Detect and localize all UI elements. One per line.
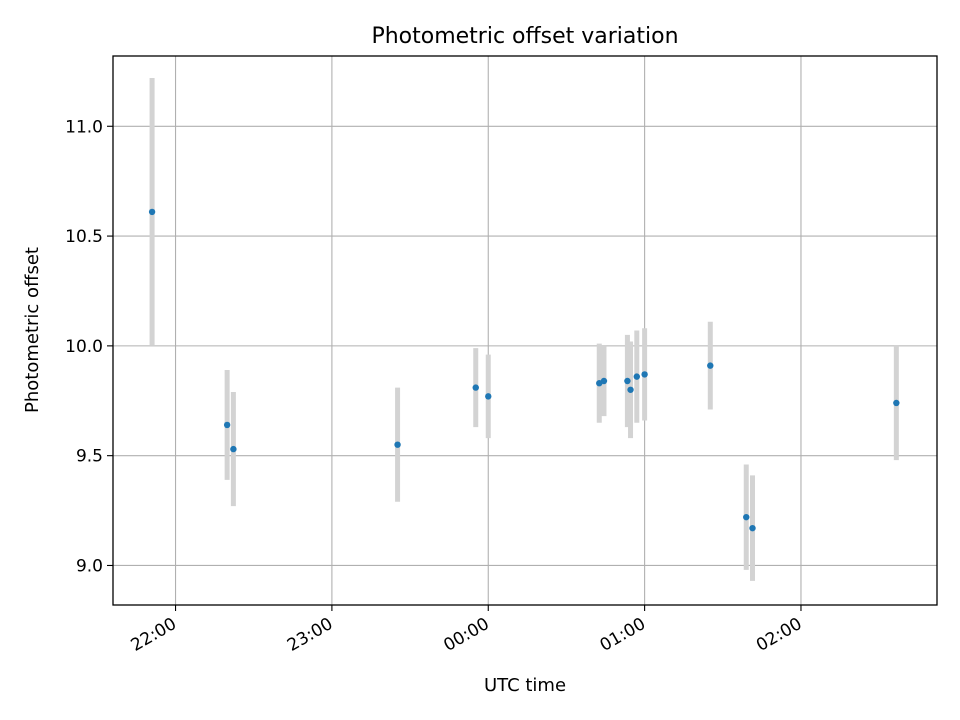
y-tick-label: 9.5	[76, 447, 103, 467]
data-point	[624, 377, 631, 385]
data-point	[749, 524, 756, 532]
x-tick-label: 23:00	[284, 614, 336, 656]
y-tick-label: 9.0	[76, 556, 103, 576]
y-axis-ticks: 9.0 9.5 10.0 10.5 11.0	[65, 117, 113, 576]
y-tick-label: 10.5	[65, 227, 103, 247]
data-point	[627, 386, 634, 393]
data-point	[641, 371, 648, 378]
data-point	[707, 362, 714, 369]
y-tick-label: 10.0	[65, 337, 103, 357]
chart-title: Photometric offset variation	[371, 24, 678, 49]
x-tick-label: 01:00	[597, 614, 649, 656]
x-tick-label: 22:00	[128, 614, 180, 656]
data-point	[633, 373, 640, 380]
x-tick-label: 02:00	[753, 614, 805, 656]
error-bars	[149, 77, 899, 581]
data-point	[394, 441, 401, 448]
data-point	[472, 384, 479, 391]
data-point	[223, 421, 231, 429]
data-point	[600, 377, 608, 385]
plot-frame	[112, 55, 938, 606]
data-point	[485, 393, 492, 400]
data-points	[148, 208, 900, 532]
data-point	[148, 208, 156, 216]
x-tick-label: 00:00	[440, 614, 492, 656]
data-point	[743, 513, 750, 521]
data-point	[230, 445, 237, 453]
y-tick-label: 11.0	[65, 117, 103, 137]
y-axis-label: Photometric offset	[22, 247, 43, 413]
grid	[113, 56, 937, 605]
x-axis-label: UTC time	[484, 675, 566, 696]
x-axis-ticks: 22:00 23:00 00:00 01:00 02:00	[128, 605, 805, 656]
data-point	[893, 399, 900, 407]
